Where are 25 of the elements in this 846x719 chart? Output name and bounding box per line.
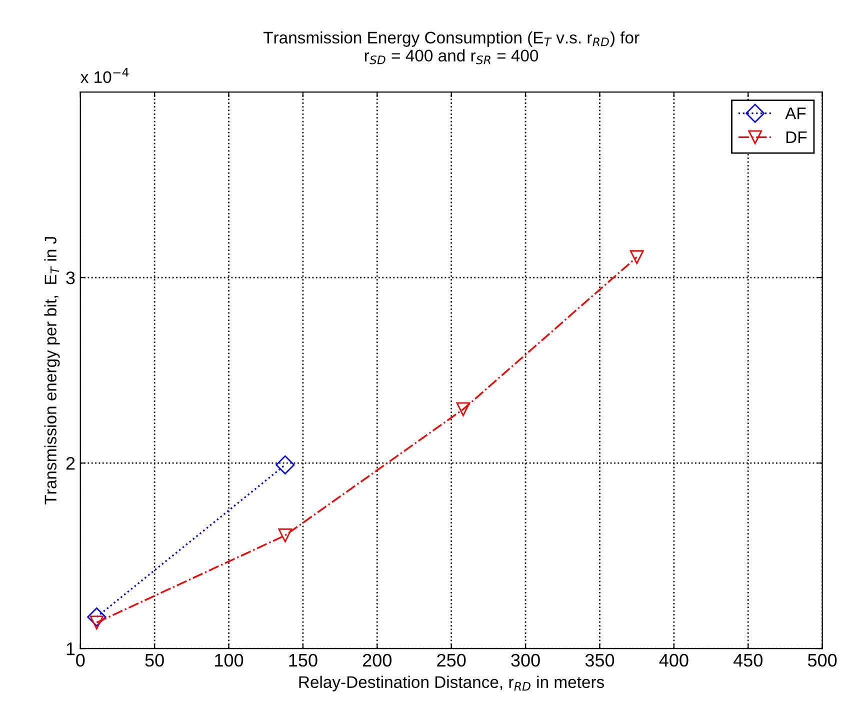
point xyxy=(630,250,644,264)
x-tick-label: 200 xyxy=(362,654,392,667)
x-tick-label: 100 xyxy=(215,654,244,667)
y-tick-label: 2 xyxy=(66,456,75,470)
point xyxy=(276,455,295,474)
x-tick-label: 500 xyxy=(808,654,837,667)
x-axis-title: Relay-Destination Distance, r$_{RD}$ in meters xyxy=(299,676,604,692)
text: x 10$^{−4}$ xyxy=(80,68,129,84)
x-tick-label: 450 xyxy=(733,654,762,667)
y-tick-label: 3 xyxy=(66,271,75,284)
x-tick-label: 0 xyxy=(76,654,85,667)
legend-label: DF xyxy=(786,132,807,143)
point xyxy=(87,607,106,627)
point xyxy=(278,528,292,542)
x-tick-label: 400 xyxy=(659,654,688,667)
point xyxy=(456,402,470,416)
x-tick-label: 250 xyxy=(437,654,466,667)
chart-title: Transmission Energy Consumption (E$_{T}$ v.s. r$_{RD}$) for r$_{SD}$ = 400 and r$_{SR}$ = 400 xyxy=(263,31,640,64)
x-tick-label: 150 xyxy=(289,654,318,667)
y-tick-label: 1 xyxy=(66,642,75,656)
legend-label: AF xyxy=(785,108,806,120)
y-axis-title: Transmission energy per bit, E$_{T}$ in J xyxy=(44,237,60,504)
x-tick-label: 50 xyxy=(145,654,164,667)
x-tick-label: 350 xyxy=(585,654,614,667)
x-tick-label: 300 xyxy=(511,654,540,667)
